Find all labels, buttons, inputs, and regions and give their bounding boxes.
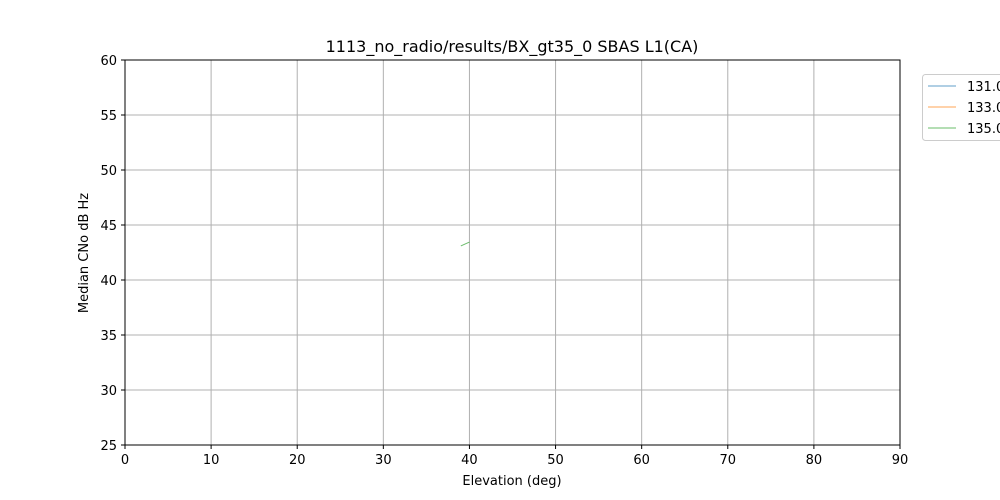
x-tick-label: 90: [892, 453, 909, 468]
series-line-135.0: [460, 241, 470, 247]
grid: [124, 59, 901, 446]
x-axis-label: Elevation (deg): [462, 474, 561, 489]
x-tick-label: 60: [633, 453, 650, 468]
legend: 131.0 133.0 135.0: [922, 74, 1000, 141]
x-tick-label: 20: [289, 453, 306, 468]
y-tick-label: 40: [100, 274, 117, 289]
x-tick-label: 30: [375, 453, 392, 468]
chart-title: 1113_no_radio/results/BX_gt35_0 SBAS L1(…: [326, 37, 699, 57]
y-tick-label: 25: [100, 439, 117, 454]
legend-label: 131.0: [967, 80, 1000, 95]
x-tick-label: 50: [547, 453, 564, 468]
legend-box: [922, 74, 1000, 141]
y-tick-label: 30: [100, 384, 117, 399]
x-tick-label: 70: [720, 453, 737, 468]
y-tick-label: 55: [100, 109, 117, 124]
y-tick-label: 45: [100, 219, 117, 234]
legend-label: 133.0: [967, 101, 1000, 116]
y-tick-label: 50: [100, 164, 117, 179]
x-tick-label: 80: [806, 453, 823, 468]
ticks: 0 10 20 30 40 50 60 70 80 90 25 30 35 40 45 50 55 60: [100, 54, 908, 468]
x-tick-label: 0: [121, 453, 129, 468]
legend-label: 135.0: [967, 122, 1000, 137]
x-tick-label: 40: [461, 453, 478, 468]
y-tick-label: 35: [100, 329, 117, 344]
plot-frame: [124, 59, 901, 446]
series-lines: [460, 241, 470, 247]
y-tick-label: 60: [100, 54, 117, 69]
x-tick-label: 10: [203, 453, 220, 468]
y-axis-label: Median CNo dB Hz: [77, 193, 92, 313]
